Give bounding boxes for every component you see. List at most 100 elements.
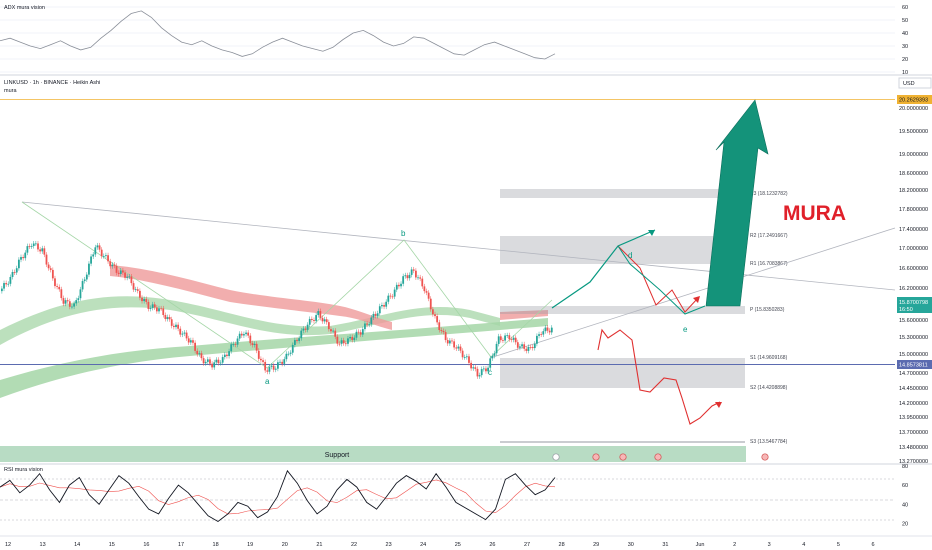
candle-body [34, 243, 37, 245]
candle-body [219, 362, 222, 364]
candle-body [429, 298, 432, 310]
candle-body [474, 367, 477, 369]
s1-s2-zone [500, 358, 745, 388]
candle-body [228, 351, 230, 357]
candle-body [183, 332, 186, 334]
time-tick-label: 23 [386, 542, 392, 548]
candle-body [145, 299, 148, 302]
rsi-tick-label: 60 [902, 483, 908, 489]
flag-icon[interactable] [592, 453, 600, 461]
candle-body [334, 330, 337, 337]
candle-body [168, 317, 171, 320]
candle-body [119, 270, 122, 274]
candle-body [455, 347, 458, 349]
candle-body [226, 354, 228, 357]
level-price-label: 14.8573811 [899, 363, 928, 369]
price-tick-label: 19.0000000 [899, 152, 928, 158]
candle-body [485, 368, 487, 372]
candle-body [194, 342, 196, 351]
time-tick-label: 13 [40, 542, 46, 548]
candle-body [268, 366, 271, 372]
candle-body [512, 337, 515, 340]
candle-body [41, 248, 44, 252]
rsi-ma-line [0, 479, 556, 515]
wave-label-a: a [265, 377, 270, 386]
candle-body [66, 300, 69, 302]
candle-body [109, 261, 112, 267]
time-tick-label: Jun [696, 542, 705, 548]
candle-body [315, 315, 318, 321]
pivot-label-r3: R3 (18.1232782) [750, 191, 788, 197]
candle-body [105, 255, 107, 257]
adx-axis: 60 50 40 30 20 10 [902, 5, 908, 76]
countdown-label: 16:50 [899, 307, 913, 313]
price-tick-label: 18.6000000 [899, 171, 928, 177]
flag-icon[interactable] [654, 453, 662, 461]
candle-body [122, 270, 124, 273]
candle-body [406, 275, 409, 279]
candle-body [83, 279, 86, 282]
candle-body [71, 306, 73, 308]
rsi-tick-label: 40 [902, 502, 908, 508]
candle-body [347, 338, 349, 344]
candle-body [153, 304, 156, 308]
candle-body [440, 330, 443, 331]
candle-body [465, 356, 468, 358]
price-axis: 20.0000000 19.5000000 19.0000000 18.6000000… [899, 106, 928, 465]
price-tick-label: 13.4800000 [899, 445, 928, 451]
candle-body [149, 307, 152, 309]
candle-body [332, 330, 334, 332]
candle-body [257, 350, 260, 359]
adx-pane: ADX mura vision 60 50 40 30 20 10 [0, 5, 908, 76]
candle-body [508, 335, 511, 340]
candle-body [26, 246, 29, 253]
rsi-tick-label: 80 [902, 464, 908, 470]
wave-label-e: e [683, 325, 688, 334]
wave-label-b: b [401, 229, 406, 238]
projection-e-path [617, 245, 706, 315]
candle-body [342, 340, 345, 344]
candle-body [340, 340, 343, 344]
time-tick-label: 19 [247, 542, 253, 548]
price-tick-label: 14.2000000 [899, 401, 928, 407]
time-tick-label: 18 [213, 542, 219, 548]
time-tick-label: 22 [351, 542, 357, 548]
candle-body [75, 300, 78, 304]
time-tick-label: 2 [733, 542, 736, 548]
currency-box[interactable] [898, 77, 932, 89]
candle-body [525, 348, 528, 351]
price-tick-label: 13.2700000 [899, 459, 928, 465]
green-ribbon-upper [0, 296, 500, 345]
wave-label-d: d [628, 251, 632, 260]
price-tick-label: 16.6000000 [899, 266, 928, 272]
candle-body [478, 375, 481, 377]
adx-title: ADX mura vision [4, 5, 45, 11]
candle-body [415, 270, 417, 278]
candle-body [179, 328, 182, 335]
candle-body [487, 367, 489, 372]
event-icon[interactable] [552, 453, 560, 461]
flag-icon[interactable] [761, 453, 769, 461]
pivot-label-s3: S3 (13.5467784) [750, 439, 788, 445]
candle-body [189, 340, 192, 343]
price-tick-label: 16.2000000 [899, 286, 928, 292]
candle-body [495, 343, 498, 354]
candle-body [230, 344, 233, 352]
flag-icon[interactable] [619, 453, 627, 461]
candle-body [272, 365, 275, 370]
candle-body [77, 298, 80, 301]
pivot-label-r2: R2 (17.2491667) [750, 233, 788, 239]
candle-body [453, 341, 456, 348]
candle-body [499, 336, 502, 341]
candle-body [529, 346, 532, 348]
candle-body [438, 322, 441, 331]
time-tick-label: 4 [802, 542, 805, 548]
candle-body [260, 358, 262, 361]
candle-body [251, 343, 254, 346]
candle-body [548, 330, 551, 333]
candle-body [98, 245, 101, 250]
candle-body [232, 344, 235, 345]
candle-body [381, 305, 383, 307]
projection-down-path [597, 328, 721, 425]
